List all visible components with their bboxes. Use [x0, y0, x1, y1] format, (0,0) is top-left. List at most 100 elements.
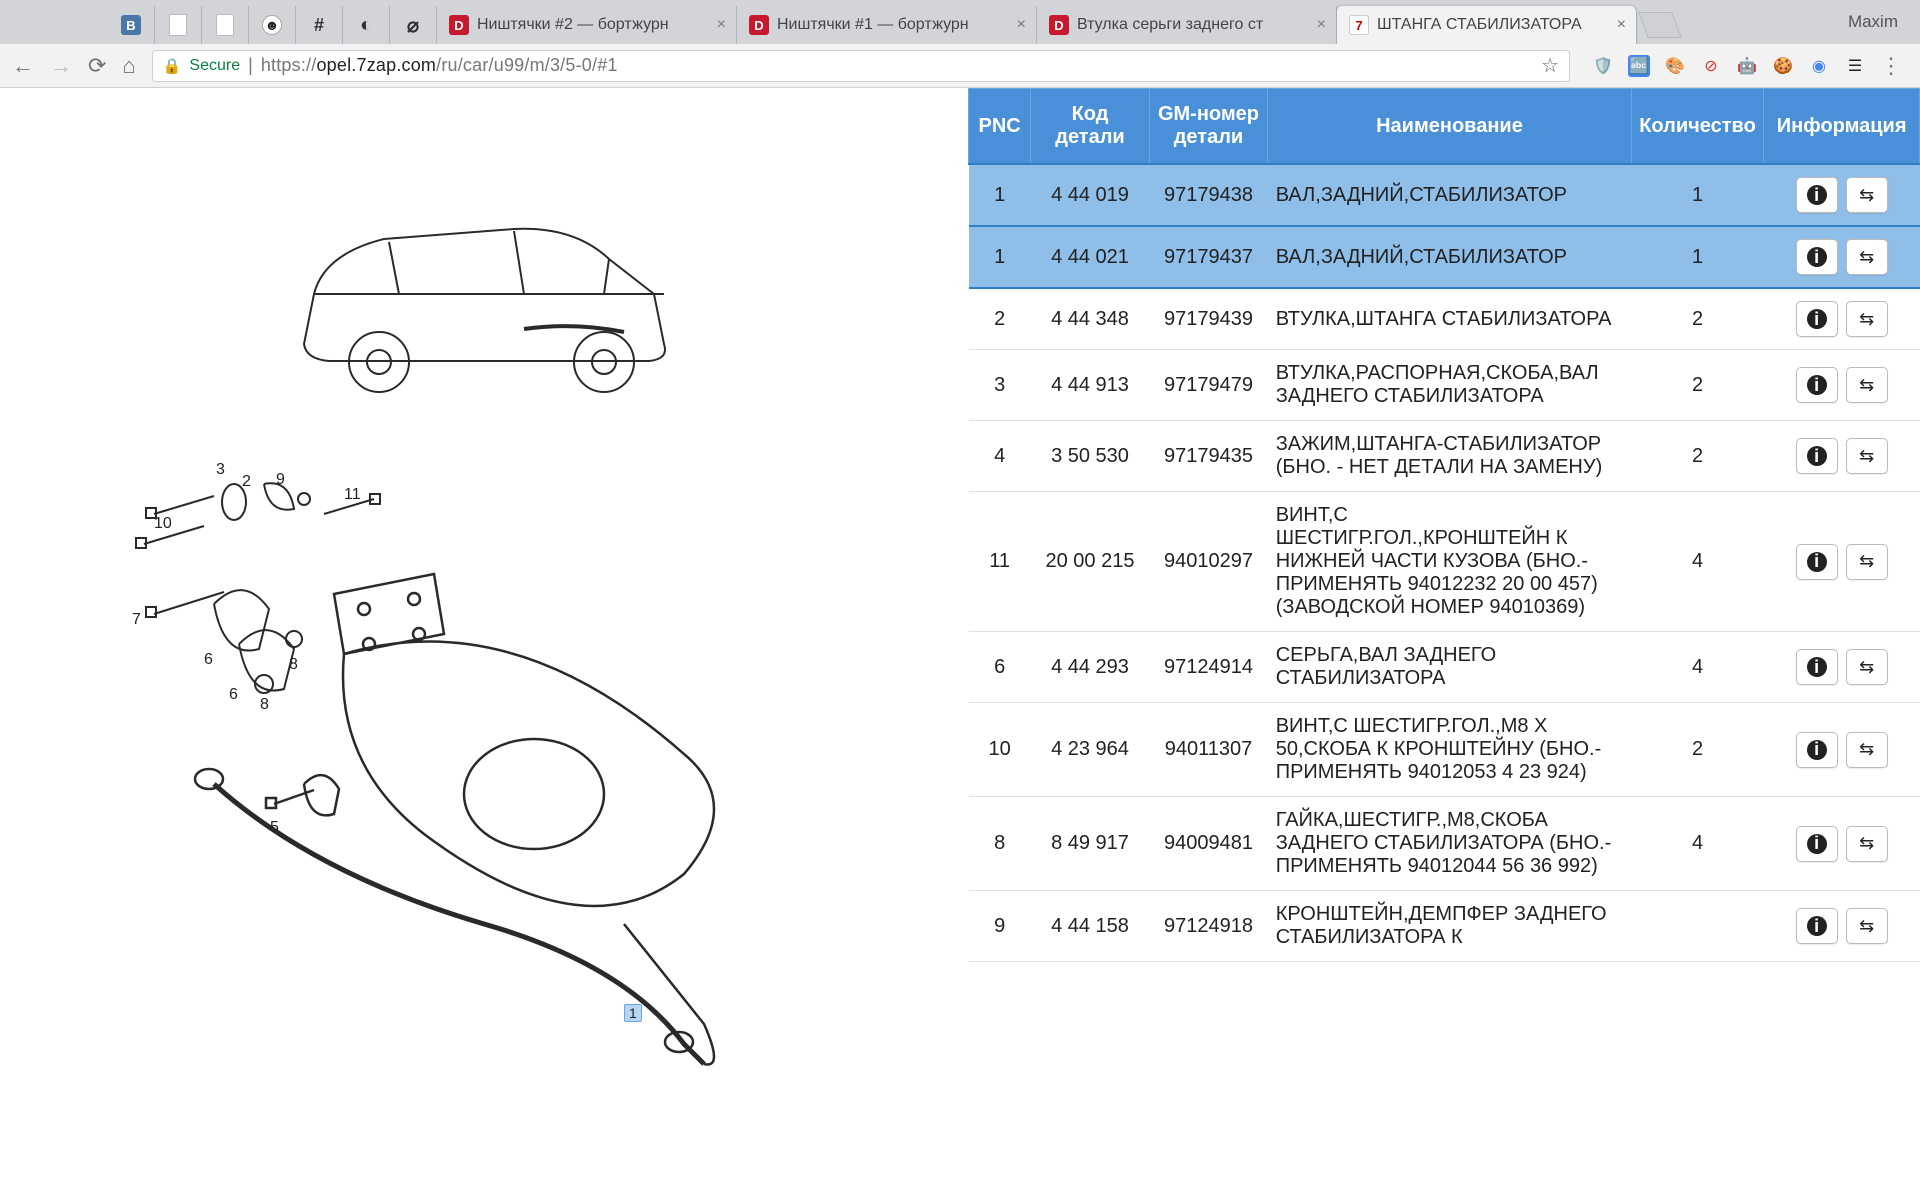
compare-button[interactable]: ⇆ — [1846, 649, 1888, 685]
info-button[interactable]: i — [1796, 367, 1838, 403]
new-tab-button[interactable] — [1638, 12, 1681, 38]
ext-icon-translate[interactable]: 🔤 — [1628, 55, 1650, 77]
back-button[interactable]: ← — [12, 53, 34, 79]
svg-text:7: 7 — [132, 611, 141, 628]
table-row[interactable]: 1120 00 21594010297ВИНТ,С ШЕСТИГР.ГОЛ.,К… — [969, 492, 1920, 632]
info-icon: i — [1807, 446, 1827, 466]
compare-button[interactable]: ⇆ — [1846, 544, 1888, 580]
file-icon — [216, 14, 234, 36]
diagram-callout-1[interactable]: 1 — [624, 1004, 642, 1022]
home-button[interactable]: ⌂ — [122, 53, 135, 79]
table-row[interactable]: 24 44 34897179439ВТУЛКА,ШТАНГА СТАБИЛИЗА… — [969, 288, 1920, 350]
cell-pnc: 9 — [969, 891, 1031, 962]
browser-tab[interactable]: 7ШТАНГА СТАБИЛИЗАТОРА× — [1337, 6, 1637, 44]
sliders-icon: ⇆ — [1859, 833, 1874, 854]
pinned-tab-github[interactable]: ☻ — [249, 6, 296, 44]
cell-actions: i⇆ — [1764, 632, 1920, 703]
ext-icon-6[interactable]: 🍪 — [1772, 55, 1794, 77]
table-row[interactable]: 88 49 91794009481ГАЙКА,ШЕСТИГР.,М8,СКОБА… — [969, 797, 1920, 891]
ext-icon-1[interactable]: 🛡️ — [1592, 55, 1614, 77]
tab-close-icon[interactable]: × — [1017, 16, 1026, 34]
cell-gm: 97179439 — [1149, 288, 1267, 350]
table-row[interactable]: 64 44 29397124914СЕРЬГА,ВАЛ ЗАДНЕГО СТАБ… — [969, 632, 1920, 703]
compare-button[interactable]: ⇆ — [1846, 438, 1888, 474]
cell-pnc: 1 — [969, 164, 1031, 226]
cell-actions: i⇆ — [1764, 350, 1920, 421]
table-row[interactable]: 43 50 53097179435ЗАЖИМ,ШТАНГА-СТАБИЛИЗАТ… — [969, 421, 1920, 492]
info-icon: i — [1807, 552, 1827, 572]
pinned-tab-file-2[interactable] — [202, 6, 249, 44]
cell-name: ВАЛ,ЗАДНИЙ,СТАБИЛИЗАТОР — [1268, 226, 1632, 288]
info-icon: i — [1807, 834, 1827, 854]
cell-gm: 97124918 — [1149, 891, 1267, 962]
table-row[interactable]: 14 44 02197179437ВАЛ,ЗАДНИЙ,СТАБИЛИЗАТОР… — [969, 226, 1920, 288]
tab-close-icon[interactable]: × — [1617, 16, 1626, 34]
compare-button[interactable]: ⇆ — [1846, 732, 1888, 768]
tab-title: Ништячки #1 — бортжурн — [777, 16, 1009, 34]
compare-button[interactable]: ⇆ — [1846, 908, 1888, 944]
compare-button[interactable]: ⇆ — [1846, 826, 1888, 862]
info-icon: i — [1807, 185, 1827, 205]
tab-title: Втулка серьги заднего ст — [1077, 16, 1309, 34]
info-button[interactable]: i — [1796, 177, 1838, 213]
info-button[interactable]: i — [1796, 826, 1838, 862]
compare-button[interactable]: ⇆ — [1846, 239, 1888, 275]
browser-tab[interactable]: DНиштячки #1 — бортжурн× — [737, 6, 1037, 44]
cell-pnc: 2 — [969, 288, 1031, 350]
sliders-icon: ⇆ — [1859, 657, 1874, 678]
th-pnc[interactable]: PNC — [969, 89, 1031, 165]
browser-tab[interactable]: DВтулка серьги заднего ст× — [1037, 6, 1337, 44]
compare-button[interactable]: ⇆ — [1846, 177, 1888, 213]
ext-icon-4[interactable]: ⊘ — [1700, 55, 1722, 77]
info-button[interactable]: i — [1796, 438, 1838, 474]
table-row[interactable]: 14 44 01997179438ВАЛ,ЗАДНИЙ,СТАБИЛИЗАТОР… — [969, 164, 1920, 226]
cell-name: ВИНТ,С ШЕСТИГР.ГОЛ.,КРОНШТЕЙН К НИЖНЕЙ Ч… — [1268, 492, 1632, 632]
cell-pnc: 1 — [969, 226, 1031, 288]
pinned-tab-spinner[interactable]: ◐ — [343, 6, 390, 44]
tab-close-icon[interactable]: × — [1317, 16, 1326, 34]
address-bar[interactable]: 🔒 Secure | https://opel.7zap.com/ru/car/… — [152, 50, 1570, 82]
ext-icon-5[interactable]: 🤖 — [1736, 55, 1758, 77]
cell-actions: i⇆ — [1764, 421, 1920, 492]
info-button[interactable]: i — [1796, 649, 1838, 685]
profile-name[interactable]: Maxim — [1848, 12, 1898, 32]
th-info[interactable]: Информация — [1764, 89, 1920, 165]
pinned-tab-vk[interactable]: B — [108, 6, 155, 44]
browser-tab[interactable]: DНиштячки #2 — бортжурн× — [437, 6, 737, 44]
table-row[interactable]: 104 23 96494011307ВИНТ,С ШЕСТИГР.ГОЛ.,М8… — [969, 703, 1920, 797]
th-qty[interactable]: Количество — [1631, 89, 1764, 165]
bookmark-star-icon[interactable]: ☆ — [1541, 53, 1559, 78]
ext-icon-3[interactable]: 🎨 — [1664, 55, 1686, 77]
table-row[interactable]: 94 44 15897124918КРОНШТЕЙН,ДЕМПФЕР ЗАДНЕ… — [969, 891, 1920, 962]
chrome-menu-icon[interactable]: ⋮ — [1880, 53, 1902, 79]
ext-icon-8[interactable]: ☰ — [1844, 55, 1866, 77]
info-button[interactable]: i — [1796, 908, 1838, 944]
info-button[interactable]: i — [1796, 239, 1838, 275]
ext-icon-7[interactable]: ◉ — [1808, 55, 1830, 77]
info-icon: i — [1807, 375, 1827, 395]
compare-button[interactable]: ⇆ — [1846, 301, 1888, 337]
reload-button[interactable]: ⟳ — [88, 53, 106, 79]
info-button[interactable]: i — [1796, 732, 1838, 768]
cell-qty — [1631, 891, 1764, 962]
pinned-tab-file-1[interactable] — [155, 6, 202, 44]
th-gm[interactable]: GM-номер детали — [1149, 89, 1267, 165]
pinned-tab-hash[interactable]: # — [296, 6, 343, 44]
info-button[interactable]: i — [1796, 301, 1838, 337]
cell-pnc: 8 — [969, 797, 1031, 891]
tab-title: Ништячки #2 — бортжурн — [477, 16, 709, 34]
th-code[interactable]: Код детали — [1031, 89, 1149, 165]
cell-code: 8 49 917 — [1031, 797, 1149, 891]
tab-close-icon[interactable]: × — [717, 16, 726, 34]
cell-code: 4 23 964 — [1031, 703, 1149, 797]
pinned-tab-opera[interactable]: ⌀ — [390, 6, 437, 44]
th-name[interactable]: Наименование — [1268, 89, 1632, 165]
info-button[interactable]: i — [1796, 544, 1838, 580]
table-row[interactable]: 34 44 91397179479ВТУЛКА,РАСПОРНАЯ,СКОБА,… — [969, 350, 1920, 421]
compare-button[interactable]: ⇆ — [1846, 367, 1888, 403]
forward-button[interactable]: → — [50, 53, 72, 79]
vehicle-outline-diagram — [274, 144, 694, 414]
info-icon: i — [1807, 740, 1827, 760]
svg-text:6: 6 — [204, 651, 213, 668]
cell-pnc: 4 — [969, 421, 1031, 492]
